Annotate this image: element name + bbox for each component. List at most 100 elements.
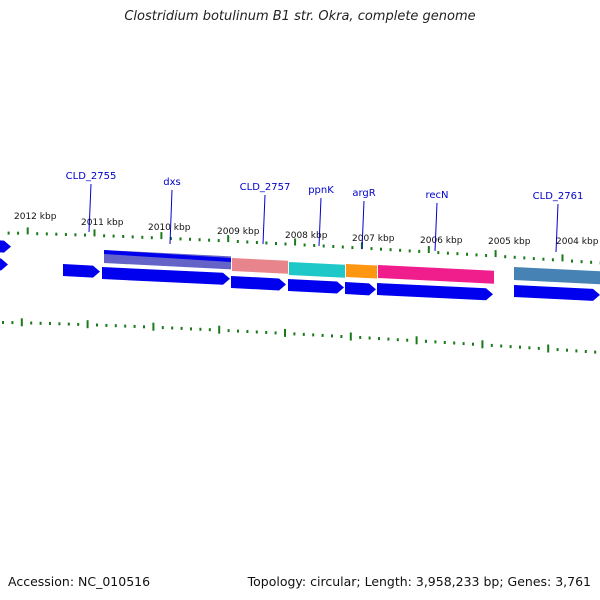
- gene-label[interactable]: argR: [352, 188, 375, 199]
- inner-tick-mark: [77, 322, 80, 326]
- inner-tick-mark: [500, 344, 503, 348]
- outer-tick-mark: [141, 235, 144, 239]
- inner-tick-mark: [349, 332, 352, 341]
- gene-label[interactable]: CLD_2761: [533, 191, 584, 202]
- inner-tick-mark: [152, 322, 155, 331]
- inner-tick-mark: [293, 332, 296, 336]
- outer-tick-mark: [275, 242, 277, 245]
- inner-tick-mark: [199, 327, 202, 331]
- inner-tick-mark: [387, 337, 390, 341]
- inner-tick-mark: [96, 323, 98, 327]
- outer-tick-mark: [408, 249, 411, 253]
- outer-tick-mark: [227, 235, 230, 243]
- inner-tick-mark: [2, 321, 4, 324]
- kbp-tick-label: 2008 kbp: [285, 231, 328, 241]
- inner-tick-mark: [415, 336, 418, 345]
- gene-label[interactable]: dxs: [163, 177, 180, 188]
- outer-tick-mark: [198, 238, 201, 242]
- gene-label-leader: [88, 183, 92, 233]
- gene-arrow-cld-2761[interactable]: [514, 285, 600, 301]
- inner-tick-mark: [406, 338, 409, 342]
- feature-argr[interactable]: [346, 264, 377, 279]
- inner-tick-mark: [114, 324, 117, 328]
- outer-tick-mark: [294, 238, 297, 246]
- inner-tick-mark: [537, 346, 540, 350]
- inner-tick-mark: [443, 341, 446, 344]
- outer-tick-mark: [418, 249, 421, 253]
- feature-cld-2761[interactable]: [514, 267, 600, 285]
- gene-label[interactable]: CLD_2755: [66, 171, 117, 182]
- gene-arrow[interactable]: [0, 258, 8, 271]
- gene-label-leader: [318, 197, 322, 247]
- outer-tick-mark: [571, 259, 573, 263]
- outer-tick-mark: [26, 227, 29, 235]
- outer-tick-mark: [523, 256, 526, 260]
- gene-label[interactable]: recN: [425, 190, 448, 201]
- gene-arrow-dxs[interactable]: [102, 267, 230, 285]
- outer-tick-mark: [74, 233, 77, 237]
- outer-tick-mark: [189, 237, 191, 241]
- inner-tick-mark: [425, 339, 427, 343]
- inner-tick-mark: [472, 342, 474, 346]
- outer-tick-mark: [399, 248, 402, 252]
- feature-recn[interactable]: [378, 265, 494, 284]
- inner-tick-mark: [133, 324, 136, 328]
- outer-tick-mark: [303, 243, 306, 247]
- gene-arrow-cld-2755[interactable]: [63, 264, 100, 278]
- gene-arrow-cld-2757[interactable]: [231, 276, 286, 291]
- gene-label[interactable]: CLD_2757: [240, 182, 291, 193]
- outer-tick-mark: [64, 233, 67, 236]
- outer-tick-mark: [466, 252, 468, 256]
- outer-tick-mark: [160, 232, 163, 240]
- feature-cld-2757[interactable]: [232, 258, 288, 274]
- inner-tick-mark: [39, 321, 42, 325]
- kbp-tick-label: 2012 kbp: [14, 212, 57, 222]
- kbp-tick-label: 2004 kbp: [556, 237, 599, 247]
- outer-tick-mark: [17, 231, 20, 235]
- inner-tick-mark: [49, 322, 51, 325]
- outer-tick-mark: [131, 235, 134, 239]
- inner-tick-mark: [265, 331, 268, 334]
- gene-arrow-recn[interactable]: [377, 283, 493, 301]
- inner-tick-mark: [86, 320, 89, 329]
- inner-tick-mark: [237, 329, 239, 333]
- inner-tick-mark: [378, 337, 380, 341]
- inner-tick-mark: [255, 330, 258, 334]
- gene-label[interactable]: ppnK: [308, 185, 334, 196]
- outer-tick-mark: [112, 234, 115, 238]
- feature-ppnk[interactable]: [289, 262, 345, 278]
- inner-tick-mark: [11, 321, 14, 325]
- inner-tick-mark: [161, 326, 164, 330]
- outer-tick-mark: [122, 235, 125, 238]
- gene-arrow-argr[interactable]: [345, 282, 376, 296]
- outer-tick-mark: [561, 254, 564, 262]
- outer-tick-mark: [236, 240, 239, 243]
- gene-label-leader: [262, 194, 266, 245]
- outer-tick-mark: [7, 231, 10, 235]
- outer-tick-mark: [494, 250, 497, 258]
- inner-tick-mark: [331, 334, 333, 338]
- kbp-tick-label: 2005 kbp: [488, 237, 531, 247]
- outer-tick-mark: [437, 251, 440, 255]
- outer-tick-mark: [456, 252, 459, 256]
- outer-tick-mark: [504, 255, 507, 259]
- outer-tick-mark: [36, 232, 39, 236]
- outer-tick-mark: [208, 238, 211, 242]
- inner-tick-mark: [284, 328, 286, 337]
- gene-arrow[interactable]: [0, 240, 11, 253]
- outer-tick-mark: [485, 254, 488, 257]
- outer-tick-mark: [513, 255, 516, 259]
- inner-tick-mark: [434, 340, 437, 344]
- genome-summary: Topology: circular; Length: 3,958,233 bp…: [247, 574, 591, 589]
- outer-tick-mark: [341, 245, 344, 249]
- accession-label: Accession: NC_010516: [8, 574, 151, 589]
- gene-arrow-ppnk[interactable]: [288, 279, 344, 294]
- inner-tick-mark: [124, 324, 127, 328]
- inner-tick-mark: [566, 348, 568, 352]
- outer-tick-mark: [246, 240, 249, 244]
- inner-tick-mark: [246, 330, 249, 333]
- inner-tick-mark: [594, 350, 597, 354]
- inner-tick-mark: [321, 333, 324, 337]
- outer-tick-mark: [179, 237, 182, 241]
